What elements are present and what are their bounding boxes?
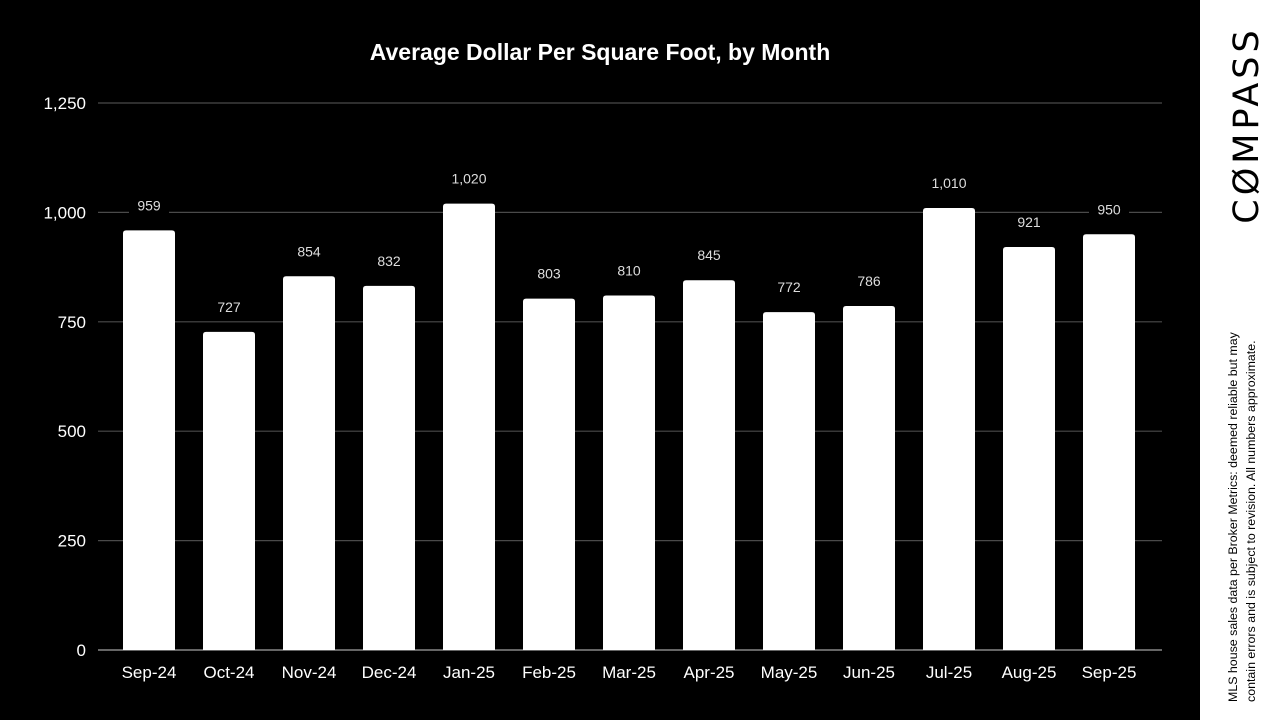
- data-label: 727: [217, 299, 241, 315]
- bar-chart: Average Dollar Per Square Foot, by Month…: [43, 39, 1162, 682]
- bar: [203, 331, 255, 650]
- data-label-background: [849, 272, 889, 291]
- data-label-background: [129, 196, 169, 215]
- disclaimer: MLS house sales data per Broker Metrics:…: [1224, 302, 1260, 702]
- x-tick-label: May-25: [761, 663, 818, 682]
- bar: [1083, 234, 1135, 650]
- x-tick-label: Nov-24: [282, 663, 337, 682]
- x-tick-label: Jun-25: [843, 663, 895, 682]
- bar: [683, 280, 735, 650]
- bar: [1003, 246, 1055, 650]
- bar: [763, 312, 815, 650]
- data-label: 845: [697, 247, 721, 263]
- data-label-background: [529, 264, 569, 283]
- compass-logo: CØMPASS: [1227, 26, 1267, 224]
- x-tick-label: Apr-25: [683, 663, 734, 682]
- bar: [843, 306, 895, 650]
- data-label: 950: [1097, 201, 1121, 217]
- bar: [363, 285, 415, 650]
- bar: [923, 208, 975, 651]
- x-tick-label: Sep-25: [1082, 663, 1137, 682]
- bar: [523, 298, 575, 650]
- chart-title: Average Dollar Per Square Foot, by Month: [370, 39, 831, 65]
- data-label-background: [369, 251, 409, 270]
- data-label-background: [609, 261, 649, 280]
- x-tick-label: Sep-24: [122, 663, 177, 682]
- data-label-background: [689, 246, 729, 265]
- data-label-background: [449, 169, 489, 188]
- x-tick-label: Mar-25: [602, 663, 656, 682]
- y-tick-label: 250: [58, 532, 86, 551]
- data-label-background: [209, 297, 249, 316]
- data-label-background: [1009, 212, 1049, 231]
- data-label-background: [929, 174, 969, 193]
- x-tick-label: Feb-25: [522, 663, 576, 682]
- x-tick-label: Aug-25: [1002, 663, 1057, 682]
- data-label: 772: [777, 279, 801, 295]
- y-tick-label: 1,250: [43, 94, 86, 113]
- data-label-background: [1089, 200, 1129, 219]
- data-label-background: [769, 278, 809, 297]
- y-tick-label: 1,000: [43, 203, 86, 222]
- data-label: 1,010: [931, 175, 966, 191]
- disclaimer-line-2: contain errors and is subject to revisio…: [1244, 340, 1258, 702]
- bar: [283, 276, 335, 650]
- disclaimer-line-1: MLS house sales data per Broker Metrics:…: [1226, 332, 1240, 702]
- x-tick-label: Jan-25: [443, 663, 495, 682]
- data-label: 854: [297, 243, 321, 259]
- x-tick-label: Dec-24: [362, 663, 417, 682]
- y-tick-label: 500: [58, 422, 86, 441]
- bar: [123, 230, 175, 650]
- data-label: 786: [857, 273, 881, 289]
- data-label: 832: [377, 253, 401, 269]
- data-label-background: [289, 242, 329, 261]
- x-tick-label: Jul-25: [926, 663, 972, 682]
- brand-sidebar: [1200, 0, 1280, 720]
- data-label: 959: [137, 197, 161, 213]
- x-tick-label: Oct-24: [203, 663, 254, 682]
- data-label: 1,020: [451, 171, 486, 187]
- data-label: 803: [537, 266, 561, 282]
- data-label: 921: [1017, 214, 1041, 230]
- bar: [443, 203, 495, 650]
- bar: [603, 295, 655, 650]
- y-tick-label: 0: [77, 641, 86, 660]
- y-tick-label: 750: [58, 313, 86, 332]
- data-label: 810: [617, 263, 641, 279]
